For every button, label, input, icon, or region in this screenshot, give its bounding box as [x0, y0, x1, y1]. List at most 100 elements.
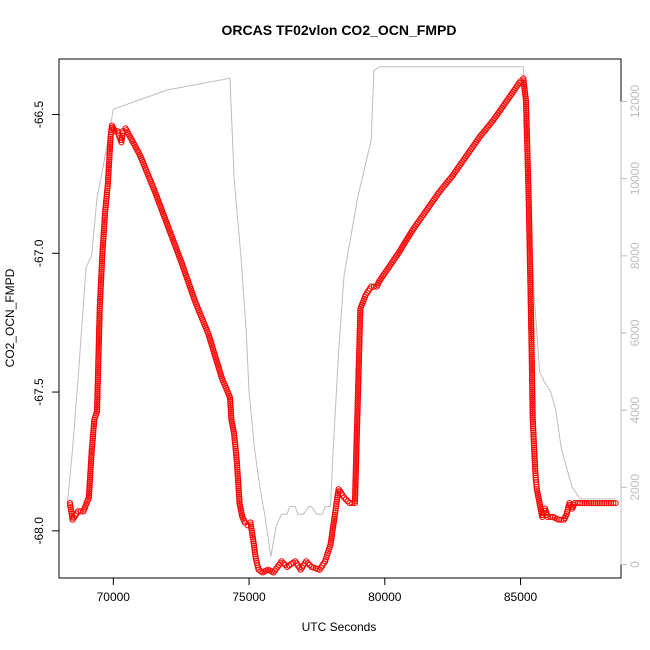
red-data-point — [605, 500, 612, 507]
red-data-point — [525, 210, 533, 217]
red-data-point — [526, 220, 533, 227]
red-data-point — [354, 403, 361, 410]
red-data-point — [118, 139, 125, 146]
red-data-point — [594, 500, 601, 507]
red-data-point — [353, 431, 360, 439]
red-data-point — [107, 139, 114, 146]
red-data-point — [248, 527, 255, 534]
red-data-point — [233, 458, 240, 465]
red-data-point — [88, 445, 96, 452]
red-data-point — [352, 467, 359, 475]
red-data-point — [356, 339, 363, 346]
red-data-point — [356, 319, 364, 326]
red-data-point — [524, 160, 531, 167]
red-data-point — [89, 435, 96, 442]
red-data-point — [90, 420, 98, 428]
red-data-point — [86, 488, 93, 495]
red-data-point — [85, 494, 93, 501]
red-data-point — [526, 232, 533, 240]
red-data-point — [98, 268, 105, 275]
red-data-point — [527, 307, 535, 314]
red-data-point — [355, 387, 362, 394]
red-data-point — [356, 335, 363, 342]
red-data-point — [236, 495, 243, 502]
red-data-point — [278, 558, 285, 565]
red-data-point — [352, 483, 359, 491]
red-data-point — [530, 440, 538, 447]
red-data-point — [100, 239, 107, 246]
red-data-point — [99, 254, 106, 261]
red-data-point — [234, 464, 241, 471]
red-data-point — [355, 365, 362, 372]
red-data-point — [236, 497, 243, 505]
red-data-point — [357, 315, 364, 322]
red-data-point — [354, 421, 361, 429]
red-data-point — [118, 136, 125, 144]
red-data-point — [95, 366, 102, 373]
red-data-point — [353, 459, 360, 467]
red-data-point — [105, 174, 112, 181]
red-data-point — [98, 262, 105, 269]
red-data-point — [354, 399, 361, 406]
red-data-point — [354, 413, 361, 420]
red-data-point — [235, 491, 243, 498]
red-data-point — [90, 429, 97, 436]
red-data-point — [227, 396, 234, 403]
red-data-point — [94, 392, 101, 399]
red-data-point — [97, 289, 104, 296]
red-data-point — [96, 329, 103, 336]
red-data-point — [354, 395, 361, 402]
red-data-point — [523, 111, 530, 118]
red-data-point — [612, 500, 619, 507]
red-data-point — [547, 513, 554, 521]
red-data-point — [523, 103, 530, 110]
red-data-point — [233, 456, 240, 463]
red-data-point — [96, 309, 103, 316]
red-data-point — [106, 158, 113, 165]
x-axis-label: UTC Seconds — [302, 620, 377, 634]
red-data-point — [94, 378, 101, 385]
red-data-point — [524, 170, 532, 177]
red-data-point — [527, 289, 534, 296]
red-data-point — [87, 470, 94, 477]
red-data-point — [353, 457, 360, 465]
x-tick-label: 75000 — [232, 590, 266, 604]
red-data-point — [354, 423, 361, 431]
red-data-point — [90, 422, 97, 430]
red-data-point — [530, 427, 537, 434]
red-data-point — [526, 230, 533, 238]
red-data-point — [590, 500, 597, 507]
red-data-point — [354, 407, 361, 414]
red-data-point — [532, 474, 539, 481]
red-data-point — [86, 490, 93, 497]
red-data-point — [227, 404, 234, 411]
red-data-point — [525, 212, 533, 219]
red-data-point — [95, 368, 102, 375]
red-data-point — [527, 271, 534, 278]
red-data-point — [526, 236, 533, 244]
red-data-point — [526, 214, 533, 221]
red-data-point — [354, 405, 361, 412]
red-data-point — [531, 450, 538, 458]
red-data-point — [527, 299, 534, 306]
red-data-point — [102, 204, 109, 211]
red-data-point — [529, 421, 537, 428]
red-data-point — [252, 551, 259, 558]
red-data-point — [523, 121, 530, 129]
red-data-point — [356, 347, 363, 354]
red-data-point — [95, 331, 103, 339]
red-data-point — [525, 196, 532, 203]
red-data-point — [95, 335, 103, 343]
red-data-point — [87, 474, 94, 481]
red-data-point — [527, 269, 534, 276]
gray-series-line — [66, 66, 616, 557]
red-data-point — [333, 503, 340, 510]
red-data-point — [227, 410, 235, 417]
red-data-point — [94, 382, 101, 389]
red-data-point — [526, 240, 533, 248]
red-data-point — [525, 186, 532, 193]
red-data-point — [524, 146, 531, 153]
red-data-point — [94, 372, 102, 379]
red-data-point — [99, 252, 106, 259]
red-data-point — [531, 444, 538, 451]
